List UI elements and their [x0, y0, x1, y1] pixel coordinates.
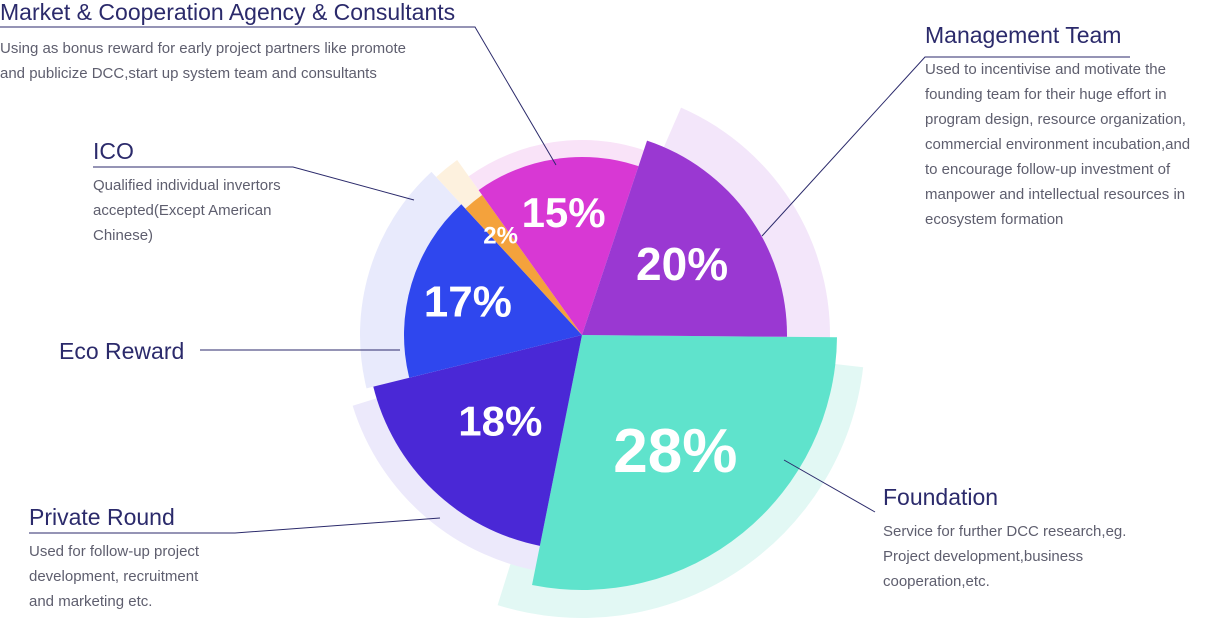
leader-line-foundation: [783, 459, 876, 513]
leader-line-ico: [93, 166, 415, 201]
label-management-team: Management Team Used to incentivise and …: [925, 22, 1190, 232]
leader-lines: [0, 26, 1130, 534]
leader-line-private-round: [29, 517, 441, 534]
label-description: Using as bonus reward for early project …: [0, 36, 455, 86]
description-line: Service for further DCC research,eg.: [883, 523, 1127, 541]
description-line: manpower and intellectual resources in: [925, 186, 1186, 204]
description-line: Project development,business: [883, 548, 1084, 566]
pie-slice-foundation: [532, 335, 837, 591]
label-eco-reward: Eco Reward: [59, 338, 185, 364]
description-line: Used to incentivise and motivate the: [925, 61, 1166, 79]
description-line: to encourage follow-up investment of: [925, 161, 1171, 179]
label-description: Used to incentivise and motivate the fou…: [925, 57, 1190, 232]
label-ico: ICO Qualified individual invertors accep…: [93, 138, 281, 248]
pie-slices: [373, 140, 837, 591]
pie-slice-ico: [465, 194, 582, 335]
pie-slice-market-agency: [478, 157, 639, 335]
label-title: Private Round: [29, 504, 175, 530]
percentage-labels: 28% 18% 17% 2%15% 20%: [424, 189, 738, 486]
description-line: and publicize DCC,start up system team a…: [0, 65, 377, 83]
description-line: Used for follow-up project: [29, 543, 200, 561]
description-line: ecosystem formation: [925, 211, 1064, 229]
description-line: and marketing etc.: [29, 593, 153, 611]
description-line: accepted(Except American: [93, 202, 272, 220]
description-line: cooperation,etc.: [883, 573, 990, 591]
description-line: development, recruitment: [29, 568, 199, 586]
pct-label-market-agency: 15%: [522, 189, 606, 236]
pct-label-foundation: 28%: [613, 417, 737, 486]
label-description: Service for further DCC research,eg. Pro…: [883, 519, 1126, 594]
label-title: ICO: [93, 138, 134, 164]
pie-slice-management-team: [582, 140, 787, 337]
label-market-agency: Market & Cooperation Agency & Consultant…: [0, 0, 455, 86]
description-line: Chinese): [93, 227, 154, 245]
pct-label-private-round: 18%: [458, 398, 542, 445]
label-private-round: Private Round Used for follow-up project…: [29, 504, 199, 614]
label-title: Market & Cooperation Agency & Consultant…: [0, 0, 456, 25]
pct-label-eco-reward: 17%: [424, 278, 512, 327]
description-line: Using as bonus reward for early project …: [0, 40, 407, 58]
label-description: Used for follow-up project development, …: [29, 539, 199, 614]
description-line: founding team for their huge effort in: [925, 86, 1167, 104]
description-line: commercial environment incubation,and: [925, 136, 1191, 154]
pie-slice-private-round: [373, 335, 582, 546]
label-title: Eco Reward: [59, 338, 185, 364]
pct-label-management-team: 20%: [636, 238, 728, 290]
label-title: Management Team: [925, 22, 1122, 48]
description-line: program design, resource organization,: [925, 111, 1186, 129]
pie-slice-eco-reward: [403, 204, 582, 378]
description-line: Qualified individual invertors: [93, 177, 281, 195]
label-description: Qualified individual invertors accepted(…: [93, 173, 281, 248]
leader-line-management-team: [761, 56, 1130, 237]
pct-label-ico: 2%: [483, 223, 518, 250]
label-foundation: Foundation Service for further DCC resea…: [883, 484, 1126, 594]
leader-line-market-agency: [0, 26, 557, 166]
label-title: Foundation: [883, 484, 999, 510]
